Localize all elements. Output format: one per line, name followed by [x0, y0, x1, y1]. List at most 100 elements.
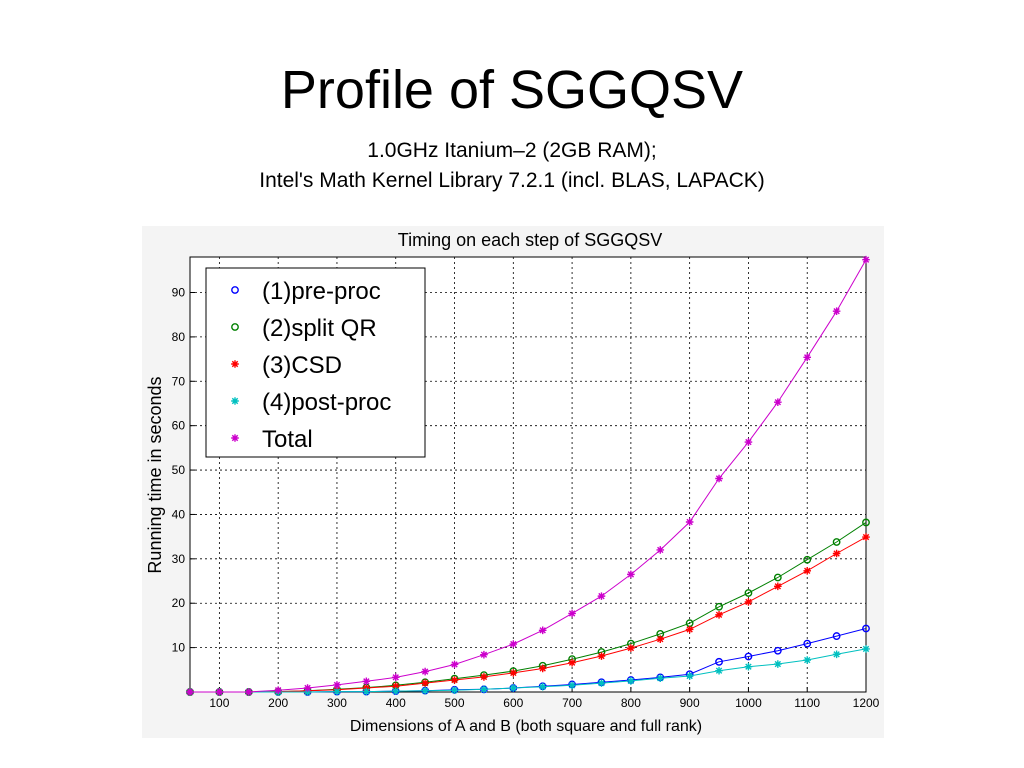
series-line-4-post-proc: [190, 648, 867, 693]
data-point-total: [685, 518, 694, 526]
data-point-total: [274, 686, 282, 695]
tick-label-y: 80: [172, 330, 186, 344]
legend-marker-3-csd: [231, 360, 239, 368]
tick-label-x: 200: [268, 696, 288, 710]
tick-label-y: 60: [172, 419, 186, 433]
tick-label-x: 400: [386, 696, 406, 710]
tick-label-x: 1000: [735, 696, 762, 710]
chart-figure: Timing on each step of SGGQSV 100 200 300 4…: [142, 226, 884, 738]
data-point-total: [391, 673, 400, 682]
data-point-total: [450, 660, 459, 669]
data-point-3-csd: [627, 644, 635, 652]
data-point-3-csd: [656, 635, 665, 643]
data-point-total: [774, 398, 782, 406]
data-point-2-split-qr: [832, 538, 841, 546]
data-point-4-post-proc: [685, 672, 694, 680]
data-point-3-csd: [715, 610, 723, 619]
slide-subtitle-hardware: 1.0GHz Itanium–2 (2GB RAM);: [367, 139, 657, 162]
data-point-2-split-qr: [744, 589, 753, 597]
legend-marker-total: [231, 434, 239, 442]
data-point-4-post-proc: [362, 687, 371, 696]
data-point-4-post-proc: [568, 681, 576, 690]
data-point-1-pre-proc: [803, 639, 812, 648]
tick-label-y: 30: [172, 552, 186, 566]
data-point-2-split-qr: [715, 602, 723, 611]
data-point-4-post-proc: [391, 687, 400, 695]
legend-label-2-split-qr: (2)split QR: [262, 315, 377, 342]
data-point-4-post-proc: [862, 645, 870, 653]
data-point-total: [509, 640, 518, 648]
data-point-3-csd: [774, 582, 782, 591]
data-point-total: [333, 681, 341, 689]
tick-label-x: 100: [209, 696, 229, 710]
tick-label-x: 600: [503, 696, 523, 710]
data-point-4-post-proc: [656, 674, 665, 683]
data-point-4-post-proc: [597, 679, 606, 687]
legend-label-1-pre-proc: (1)pre-proc: [262, 278, 381, 305]
data-point-total: [568, 609, 576, 618]
timing-chart: Timing on each step of SGGQSV 100 200 300 4…: [142, 226, 884, 738]
x-axis-label: Dimensions of A and B (both square and f…: [350, 718, 702, 735]
data-point-total: [244, 688, 253, 696]
tick-label-x: 900: [680, 696, 700, 710]
data-point-total: [421, 667, 429, 676]
data-point-total: [803, 353, 812, 362]
legend-label-4-post-proc: (4)post-proc: [262, 389, 391, 416]
data-point-1-pre-proc: [773, 646, 782, 655]
data-point-total: [215, 688, 224, 696]
data-point-4-post-proc: [774, 660, 782, 668]
legend-marker-1-pre-proc: [231, 286, 239, 294]
tick-label-x: 800: [621, 696, 641, 710]
series-total: [186, 255, 870, 696]
data-point-3-csd: [832, 549, 841, 558]
data-point-total: [715, 474, 723, 483]
legend-box: [205, 267, 426, 458]
y-axis-label: Running time in seconds: [145, 376, 165, 573]
data-point-4-post-proc: [627, 677, 635, 685]
data-point-2-split-qr: [862, 518, 870, 527]
data-point-total: [186, 688, 194, 696]
data-point-3-csd: [685, 625, 694, 634]
data-point-3-csd: [509, 669, 518, 677]
tick-label-x: 500: [445, 696, 465, 710]
data-point-total: [303, 684, 312, 692]
tick-label-y: 70: [172, 374, 186, 388]
data-point-1-pre-proc: [832, 632, 841, 640]
data-point-4-post-proc: [480, 685, 488, 694]
legend-marker-4-post-proc: [231, 397, 239, 405]
data-point-3-csd: [391, 682, 400, 691]
data-point-total: [744, 438, 753, 446]
legend-label-3-csd: (3)CSD: [262, 352, 342, 379]
data-point-total: [362, 677, 371, 686]
data-point-total: [538, 626, 547, 635]
data-point-3-csd: [568, 658, 576, 667]
data-point-total: [480, 650, 488, 659]
series-line-3-csd: [190, 536, 867, 693]
data-point-4-post-proc: [803, 656, 812, 664]
data-point-4-post-proc: [450, 686, 459, 695]
data-point-3-csd: [862, 533, 870, 541]
data-point-3-csd: [744, 598, 753, 606]
data-point-3-csd: [803, 567, 812, 575]
data-point-4-post-proc: [538, 682, 547, 691]
data-point-3-csd: [480, 673, 488, 681]
data-point-2-split-qr: [773, 573, 782, 582]
axis-ticks: 100 200 300 400 500 600 700 800 900 1000 1100 1200 1…: [172, 286, 880, 710]
tick-label-x: 1200: [853, 696, 880, 710]
slide-subtitle-library: Intel's Math Kernel Library 7.2.1 (incl.…: [259, 169, 765, 192]
data-point-3-csd: [421, 679, 429, 687]
tick-label-y: 20: [172, 596, 186, 610]
tick-label-y: 40: [172, 507, 186, 521]
data-point-4-post-proc: [421, 686, 429, 695]
data-point-3-csd: [450, 676, 459, 684]
data-point-1-pre-proc: [744, 652, 753, 661]
tick-label-y: 90: [172, 286, 186, 300]
legend-marker-2-split-qr: [231, 323, 239, 331]
data-point-4-post-proc: [744, 662, 753, 671]
data-point-2-split-qr: [803, 555, 812, 564]
tick-label-y: 50: [172, 463, 186, 477]
data-point-4-post-proc: [509, 684, 518, 692]
tick-label-y: 10: [172, 641, 186, 655]
legend: (1)pre-proc (2)split QR (3)CSD (4)post-proc…: [205, 267, 426, 458]
data-point-3-csd: [597, 652, 606, 660]
